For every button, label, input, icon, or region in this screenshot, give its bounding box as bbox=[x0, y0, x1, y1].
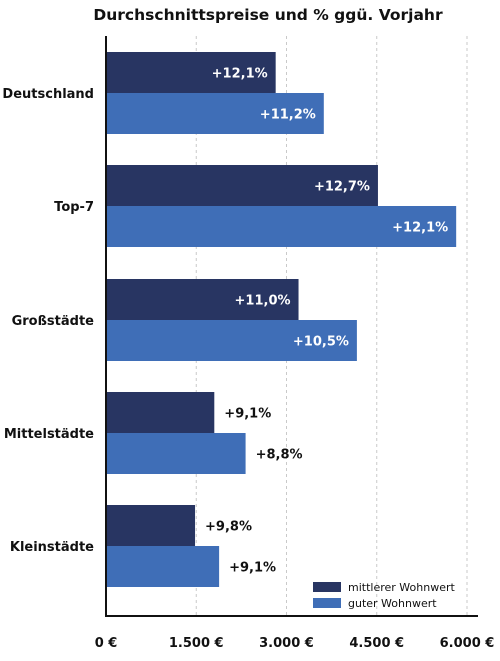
bar-mittlerer-wohnwert bbox=[106, 279, 299, 320]
bar-guter-wohnwert bbox=[106, 206, 457, 247]
data-label: +12,1% bbox=[392, 221, 448, 236]
category-label: Kleinstädte bbox=[10, 540, 94, 555]
x-tick-label: 6.000 € bbox=[440, 636, 495, 651]
x-tick-label: 0 € bbox=[95, 636, 118, 651]
x-tick-label: 3.000 € bbox=[259, 636, 314, 651]
category-label: Mittelstädte bbox=[4, 427, 94, 442]
legend-swatch bbox=[313, 598, 341, 608]
category-label: Top-7 bbox=[54, 200, 94, 215]
bar-mittlerer-wohnwert bbox=[106, 392, 215, 433]
category-label: Großstädte bbox=[12, 314, 95, 329]
bar-mittlerer-wohnwert bbox=[106, 165, 378, 206]
legend-label: guter Wohnwert bbox=[348, 597, 437, 610]
category-label: Deutschland bbox=[2, 87, 94, 102]
chart-title: Durchschnittspreise und % ggü. Vorjahr bbox=[93, 6, 443, 24]
data-label: +10,5% bbox=[293, 335, 349, 350]
data-label: +12,1% bbox=[212, 67, 268, 82]
legend-swatch bbox=[313, 582, 341, 592]
bar-mittlerer-wohnwert bbox=[106, 505, 196, 546]
data-label: +8,8% bbox=[256, 448, 303, 463]
bar-guter-wohnwert bbox=[106, 433, 246, 474]
x-tick-label: 4.500 € bbox=[349, 636, 404, 651]
data-label: +9,8% bbox=[205, 520, 252, 535]
bar-mittlerer-wohnwert bbox=[106, 52, 276, 93]
data-label: +12,7% bbox=[314, 180, 370, 195]
bar-guter-wohnwert bbox=[106, 93, 324, 134]
legend-label: mittlerer Wohnwert bbox=[348, 581, 455, 594]
data-label: +11,2% bbox=[260, 108, 316, 123]
x-tick-label: 1.500 € bbox=[169, 636, 224, 651]
data-label: +11,0% bbox=[235, 294, 291, 309]
bar-guter-wohnwert bbox=[106, 320, 357, 361]
data-label: +9,1% bbox=[224, 407, 271, 422]
data-label: +9,1% bbox=[229, 561, 276, 576]
bar-guter-wohnwert bbox=[106, 546, 220, 587]
